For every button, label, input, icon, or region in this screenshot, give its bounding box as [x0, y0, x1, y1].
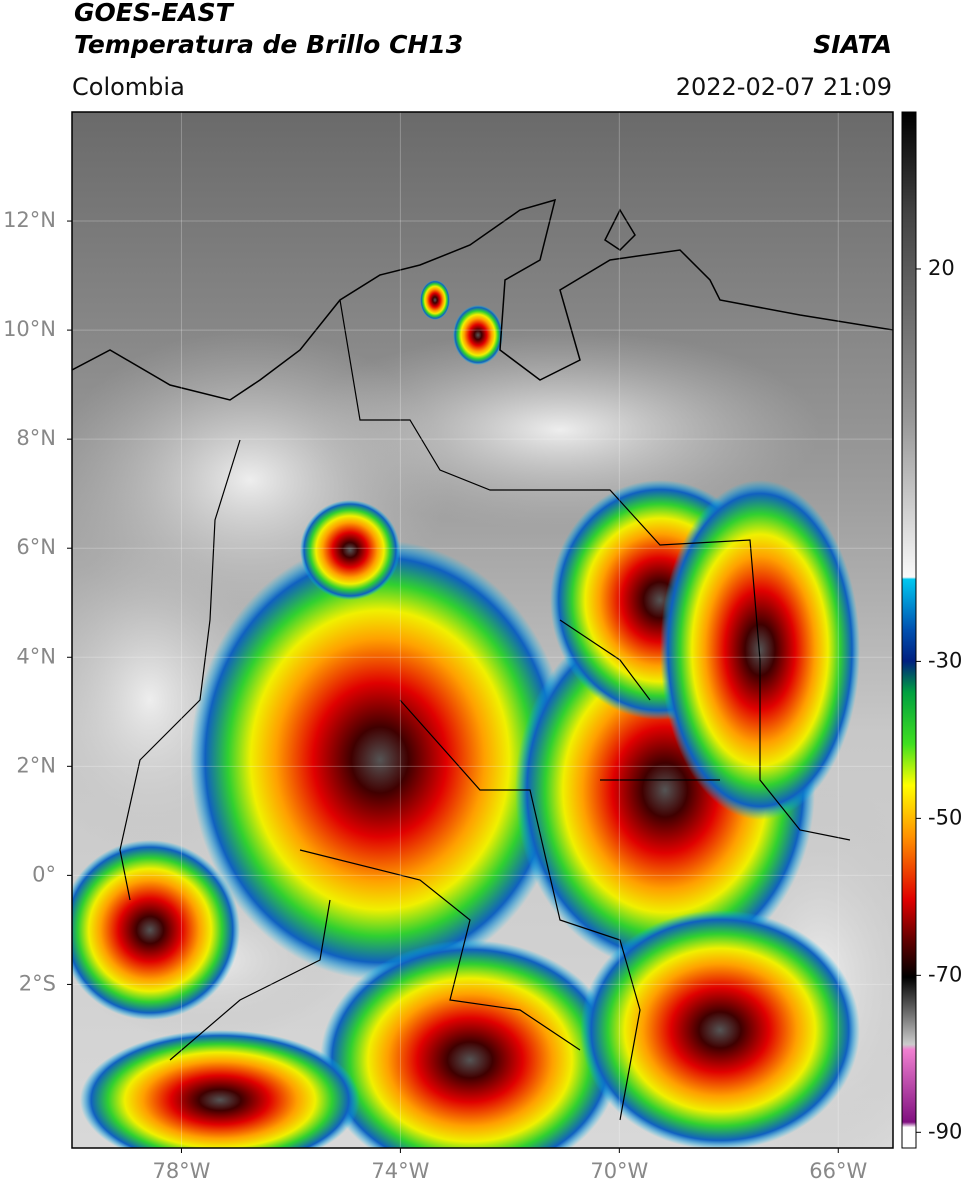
colorbar-tick-label: -70 [928, 962, 962, 986]
colorbar-tick-label: 20 [928, 256, 955, 280]
title: GOES-EAST [74, 0, 235, 27]
map-frame [71, 111, 894, 1149]
lat-tick-label: 2°N [16, 753, 56, 777]
source: SIATA [813, 30, 892, 59]
colorbar-tick-label: -50 [928, 805, 962, 829]
region: Colombia [72, 73, 185, 101]
lat-tick-label: 10°N [3, 317, 56, 341]
lon-tick-label: 70°W [590, 1159, 648, 1183]
lat-tick-label: 0° [32, 862, 56, 886]
lon-tick-label: 66°W [809, 1159, 867, 1183]
lon-tick-label: 78°W [152, 1159, 210, 1183]
colorbar [901, 111, 917, 1149]
satellite-image [72, 112, 893, 1148]
datetime: 2022-02-07 21:09 [676, 73, 892, 101]
lat-tick-label: 2°S [19, 971, 56, 995]
lat-tick-label: 12°N [3, 208, 56, 232]
lat-tick-label: 8°N [16, 426, 56, 450]
lon-tick-label: 74°W [371, 1159, 429, 1183]
lat-tick-label: 6°N [16, 535, 56, 559]
subtitle: Temperatura de Brillo CH13 [74, 30, 463, 59]
colorbar-tick-label: -30 [928, 648, 962, 672]
lat-tick-label: 4°N [16, 644, 56, 668]
colorbar-tick-label: -90 [928, 1119, 962, 1143]
